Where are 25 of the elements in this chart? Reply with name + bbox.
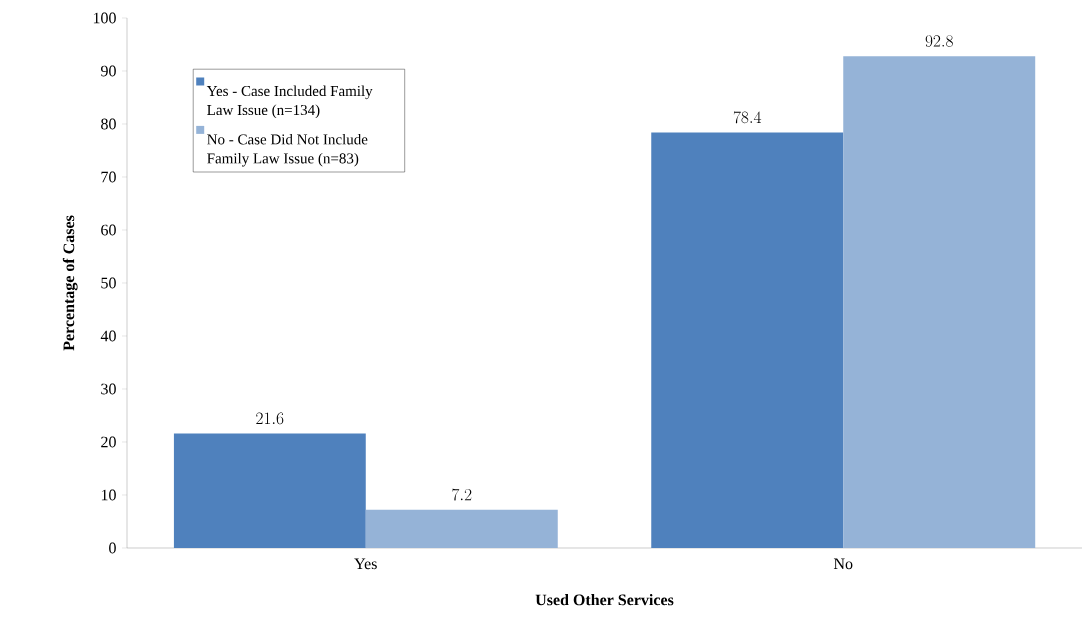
data-label: 78.4: [733, 111, 762, 124]
data-label: 21 .6: [256, 412, 284, 425]
bar: [651, 132, 844, 548]
y-tick-label: 40: [100, 330, 116, 342]
data-label: 7.2: [452, 488, 472, 501]
y-tick-label: 100: [93, 12, 116, 24]
y-tick-label: 50: [101, 277, 116, 289]
y-tick-label: 70: [101, 171, 116, 183]
x-axis-title: Used Other Services: [535, 594, 674, 606]
y-tick-label: 0: [109, 542, 116, 554]
y-tick-label: 60: [101, 224, 116, 236]
x-tick-label: Yes: [354, 558, 377, 570]
y-tick-label: 80: [101, 118, 116, 130]
x-tick-label: No: [833, 558, 853, 570]
bar: [843, 56, 1036, 548]
y-tick-label: 30: [101, 383, 116, 395]
y-axis-title: Percentage of Cases: [62, 215, 78, 351]
legend-label: No - Case Did Not Include Family Law Issue (n=83): [207, 133, 368, 167]
y-tick-label: 10: [101, 489, 116, 501]
y-tick-label: 20: [101, 436, 116, 448]
data-label: 92.8: [925, 35, 953, 47]
bar: [365, 509, 558, 548]
bar: [173, 433, 366, 548]
legend-label: Yes - Case Included Family Law Issue (n=134): [206, 85, 373, 119]
y-tick-label: 90: [100, 65, 116, 77]
